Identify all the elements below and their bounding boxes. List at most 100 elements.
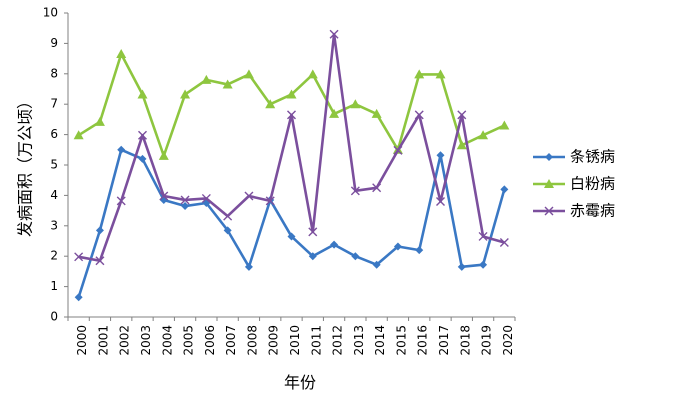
marker-stroke [308, 227, 318, 237]
x-tick-label: 2019 [480, 325, 494, 356]
marker-stroke [138, 130, 147, 140]
x-tick-label: 2017 [437, 325, 451, 356]
data-point [286, 89, 297, 99]
legend-label: 白粉病 [570, 175, 615, 193]
series-layer [73, 29, 510, 302]
data-point [435, 69, 446, 79]
data-point [372, 183, 382, 193]
data-point [180, 195, 190, 205]
data-point [414, 69, 425, 79]
data-point [158, 150, 169, 160]
data-point [500, 185, 509, 194]
x-tick-label: 2007 [224, 325, 238, 356]
series-3 [74, 29, 509, 266]
data-point [138, 154, 147, 163]
x-tick-label: 2001 [96, 325, 110, 356]
marker-stroke [478, 231, 488, 241]
x-tick-label: 2005 [182, 325, 196, 356]
marker-stroke [414, 110, 424, 120]
data-point [351, 252, 360, 261]
marker-stroke [350, 186, 360, 196]
data-point [116, 196, 126, 206]
data-point [244, 191, 254, 201]
x-tick-label: 2016 [416, 325, 430, 356]
data-point [265, 196, 275, 206]
data-point [436, 196, 445, 206]
data-point [243, 69, 254, 79]
data-point [74, 293, 83, 302]
series-1 [74, 145, 509, 302]
marker-stroke [329, 29, 339, 39]
data-point [222, 79, 233, 89]
x-tick-label: 2000 [75, 325, 89, 356]
data-point [393, 145, 403, 155]
data-point [478, 231, 488, 241]
x-tick-label: 2002 [118, 325, 132, 356]
x-tick-label: 2010 [288, 325, 302, 356]
data-point [201, 193, 211, 203]
series-2 [73, 49, 510, 160]
marker-stroke [544, 206, 554, 216]
data-point [201, 74, 212, 84]
y-tick-label: 4 [50, 188, 58, 202]
data-point [73, 130, 84, 140]
data-point [499, 238, 509, 248]
y-tick-label: 9 [50, 36, 58, 50]
data-point [372, 260, 381, 269]
marker-stroke [116, 196, 126, 206]
y-tick-label: 10 [43, 6, 58, 20]
legend-label: 赤霉病 [570, 202, 615, 220]
marker-stroke [201, 193, 211, 203]
marker-stroke [265, 196, 275, 206]
data-point [159, 191, 169, 201]
x-tick-label: 2018 [458, 325, 472, 356]
data-point [457, 110, 467, 120]
x-tick-label: 2004 [160, 325, 174, 356]
data-point [223, 211, 233, 221]
data-point [74, 252, 84, 262]
data-point [137, 89, 148, 99]
legend-item: 条锈病 [533, 148, 615, 166]
y-tick-label: 0 [50, 310, 58, 324]
data-point [181, 202, 190, 211]
legend-marker [545, 153, 553, 161]
data-point [223, 226, 232, 235]
marker-stroke [287, 110, 296, 120]
x-tick-label: 2012 [331, 325, 345, 356]
legend-item: 白粉病 [533, 175, 615, 193]
y-tick-label: 3 [50, 218, 58, 232]
x-tick-label: 2009 [267, 325, 281, 356]
y-tick-label: 2 [50, 249, 58, 263]
data-point [117, 145, 126, 154]
data-point [329, 108, 340, 118]
data-point [265, 99, 276, 109]
data-point [457, 262, 466, 271]
data-point [95, 256, 105, 266]
y-tick-label: 6 [50, 127, 58, 141]
marker-stroke [180, 195, 190, 205]
legend-marker [544, 179, 554, 188]
x-tick-label: 2008 [245, 325, 259, 356]
x-axis-ticks: 2000 2001 2002 2003 2004 2005 2006 2007 2008 2009… [67, 317, 516, 356]
marker-stroke [436, 196, 445, 206]
marker-stroke [393, 145, 403, 155]
marker-stroke [499, 238, 509, 248]
data-point [95, 226, 104, 235]
data-point [414, 110, 424, 120]
data-point [371, 108, 382, 118]
x-tick-label: 2013 [352, 325, 366, 356]
marker-stroke [244, 191, 254, 201]
data-point [329, 29, 339, 39]
data-point [116, 49, 127, 59]
y-tick-label: 7 [50, 97, 58, 111]
marker-stroke [457, 110, 467, 120]
data-point [499, 120, 510, 130]
marker-stroke [74, 252, 84, 262]
legend-item: 赤霉病 [533, 202, 615, 220]
legend-label: 条锈病 [570, 148, 615, 166]
data-point [308, 252, 317, 261]
x-tick-label: 2015 [394, 325, 408, 356]
